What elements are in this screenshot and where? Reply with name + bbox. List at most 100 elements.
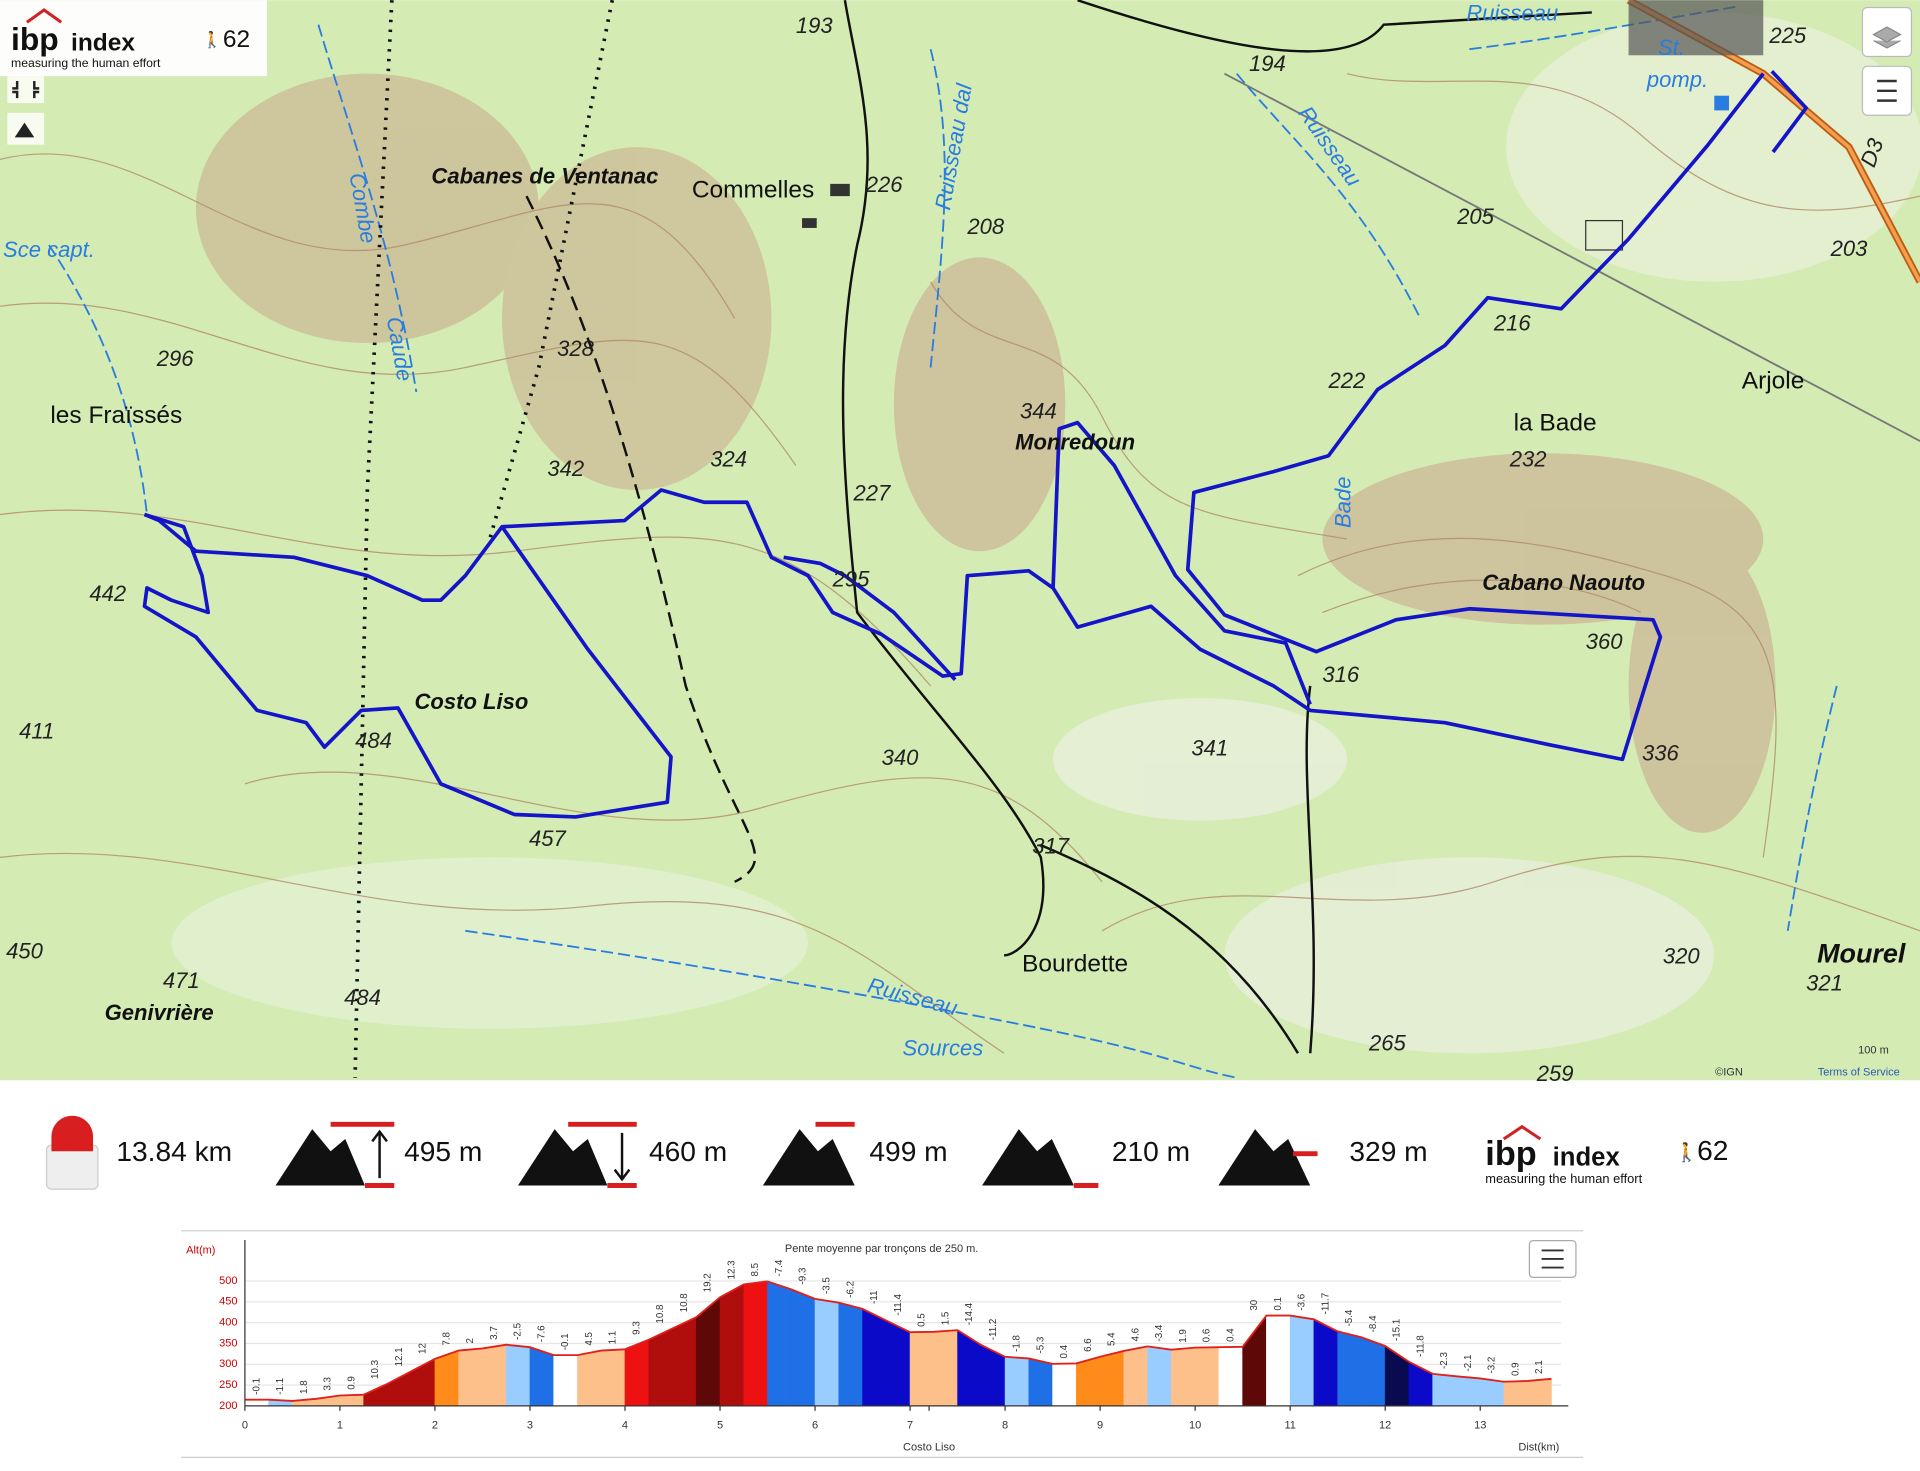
slope-label: 19.2 (703, 1273, 714, 1292)
slope-label: 4.5 (584, 1331, 595, 1345)
map-label: 317 (1032, 833, 1070, 858)
map-label: 360 (1586, 629, 1624, 654)
slope-label: 8.5 (750, 1262, 761, 1276)
y-tick-label: 500 (219, 1275, 237, 1287)
slope-segment (1123, 1346, 1148, 1407)
slope-label: 12 (418, 1343, 429, 1354)
slope-label: -5.3 (1035, 1336, 1046, 1353)
map-label: Monredoun (1015, 429, 1135, 454)
slope-segment (933, 1329, 958, 1407)
slope-segment (790, 1288, 816, 1407)
map[interactable]: 193 194 225 Ruisseau St. pomp. Commelles… (0, 0, 1920, 1086)
x-tick-label: 8 (1002, 1419, 1008, 1431)
streams (48, 5, 1838, 1079)
max-altitude: 499 m (869, 1136, 947, 1167)
map-label: 411 (19, 718, 54, 743)
slope-segment (1266, 1315, 1291, 1407)
slope-label: -7.4 (774, 1259, 785, 1276)
x-tick-label: 5 (717, 1419, 723, 1431)
slope-segment (624, 1339, 650, 1407)
slope-label: 2.1 (1534, 1360, 1545, 1374)
slope-label: 12.1 (394, 1347, 405, 1366)
slope-label: -11.2 (988, 1319, 999, 1341)
map-label: 457 (529, 826, 567, 851)
altitude-range: 329 m (1349, 1136, 1427, 1167)
waypoint-label: Costo Liso (903, 1441, 955, 1453)
x-tick-label: 13 (1474, 1419, 1486, 1431)
map-label: Arjole (1742, 368, 1805, 395)
slope-segment (244, 1399, 269, 1407)
map-label: 216 (1493, 311, 1532, 336)
slope-segment (458, 1348, 483, 1407)
map-label: 232 (1509, 446, 1547, 471)
fullscreen-button[interactable] (7, 76, 45, 104)
slope-label: -0.1 (560, 1333, 571, 1350)
map-label: Bourdette (1022, 951, 1128, 978)
logo-box (0, 0, 267, 77)
map-label: pomp. (1646, 67, 1708, 92)
map-label: 450 (6, 939, 44, 964)
x-tick-label: 0 (242, 1419, 248, 1431)
map-label: 259 (1536, 1061, 1574, 1086)
slope-segment (1361, 1336, 1386, 1407)
slope-label: -3.5 (822, 1277, 833, 1294)
elevation-button[interactable] (7, 112, 45, 145)
buildings (802, 0, 1764, 251)
tagline: measuring the human effort (11, 56, 161, 70)
map-label: Ruisseau (1466, 1, 1558, 26)
slope-segment (1313, 1318, 1338, 1407)
slope-label: -5.4 (1344, 1309, 1355, 1326)
slope-label: 1.1 (608, 1331, 619, 1345)
slope-label: 2 (465, 1338, 476, 1343)
slope-segment (743, 1281, 768, 1407)
y-tick-label: 250 (219, 1379, 237, 1391)
map-label: 205 (1456, 204, 1495, 229)
map-label: 484 (355, 728, 392, 753)
slope-label: -11.4 (893, 1294, 904, 1316)
chart-menu-button[interactable] (1528, 1239, 1577, 1278)
slope-label: -14.4 (964, 1302, 975, 1325)
slope-label: 1.8 (299, 1380, 310, 1394)
menu-button[interactable] (1861, 65, 1913, 116)
slope-label: -11.7 (1320, 1293, 1331, 1315)
slope-label: -9.3 (798, 1267, 809, 1284)
map-label: 341 (1191, 735, 1228, 760)
map-attribution: ©IGN (1715, 1067, 1743, 1079)
map-label: 471 (163, 968, 200, 993)
slope-segment (814, 1298, 840, 1407)
map-label: 316 (1322, 662, 1360, 687)
slope-segment (886, 1320, 911, 1407)
logo: ibp (11, 21, 59, 57)
terms-link[interactable]: Terms of Service (1818, 1067, 1900, 1079)
x-tick-label: 3 (527, 1419, 533, 1431)
slope-label: 0.5 (917, 1313, 928, 1327)
slope-label: 7.8 (441, 1331, 452, 1345)
map-label: 344 (1020, 399, 1057, 424)
slope-segment (862, 1308, 887, 1407)
slope-segment (1194, 1346, 1220, 1407)
route (142, 69, 1808, 819)
slope-segment (1004, 1356, 1030, 1407)
descent: 460 m (649, 1136, 727, 1167)
y-tick-label: 300 (219, 1358, 237, 1370)
hiker-icon: 🚶 (1675, 1142, 1698, 1164)
max-altitude-icon (762, 1121, 855, 1186)
slope-label: 0.4 (1059, 1344, 1070, 1358)
min-altitude-icon (982, 1129, 1099, 1188)
x-tick-label: 7 (907, 1419, 913, 1431)
layers-button[interactable] (1861, 6, 1913, 58)
slope-label: 10.8 (679, 1293, 690, 1313)
map-label: 208 (966, 214, 1005, 239)
x-tick-label: 1 (337, 1419, 343, 1431)
slope-segment (529, 1346, 555, 1407)
stats-tagline: measuring the human effort (1485, 1171, 1642, 1186)
map-label: Mourel (1817, 938, 1906, 968)
stats-logo-suffix: index (1553, 1143, 1621, 1171)
slope-segment (1076, 1356, 1101, 1407)
x-tick-label: 4 (622, 1419, 628, 1431)
slope-segment (1171, 1347, 1196, 1407)
descent-icon (517, 1121, 637, 1188)
y-tick-label: 350 (219, 1337, 237, 1349)
stats: 13.84 km 495 m 460 m 499 m 210 m 329 m i… (45, 1115, 1728, 1190)
